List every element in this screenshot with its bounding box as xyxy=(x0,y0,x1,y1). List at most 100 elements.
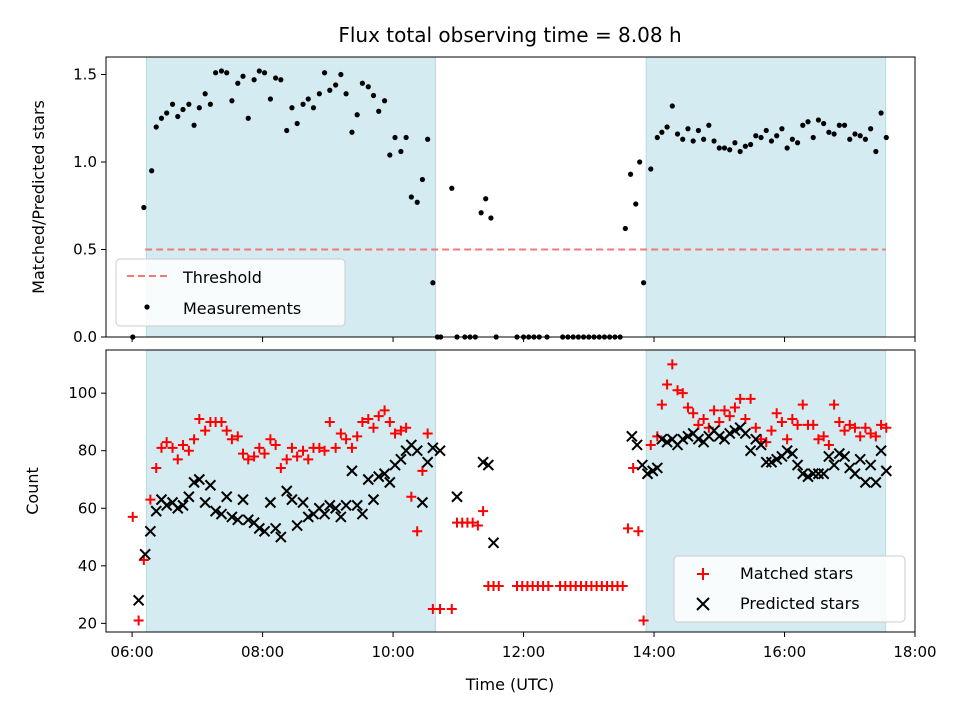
matched-star-marker xyxy=(756,434,767,445)
y-tick-label: 60 xyxy=(78,499,97,517)
predicted-star-marker xyxy=(329,502,342,514)
matched-star-marker xyxy=(645,439,656,450)
measurement-point xyxy=(392,134,398,141)
measurement-point xyxy=(478,210,484,216)
measurement-point xyxy=(640,280,647,286)
matched-star-marker xyxy=(622,523,633,534)
matched-star-marker xyxy=(844,419,855,430)
measurement-point xyxy=(327,87,333,93)
measurement-point xyxy=(164,110,170,116)
matched-star-marker xyxy=(177,439,188,450)
measurement-point xyxy=(768,138,775,144)
chart-title: Flux total observing time = 8.08 h xyxy=(338,23,681,47)
ratio-legend-box xyxy=(115,258,346,327)
measurement-point xyxy=(267,96,274,102)
measurement-point xyxy=(141,204,147,211)
measurement-point xyxy=(873,148,879,155)
measurement-point xyxy=(637,159,643,165)
measurement-point xyxy=(758,134,764,141)
matched-star-marker xyxy=(855,431,866,442)
measurement-point xyxy=(810,134,816,141)
measurement-point xyxy=(659,129,665,135)
measurement-point xyxy=(664,124,670,130)
measurement-point xyxy=(180,106,186,113)
measurement-point xyxy=(229,98,235,104)
predicted-star-marker xyxy=(378,468,391,480)
predicted-star-marker xyxy=(367,493,380,506)
ratio-panel-frame xyxy=(105,56,916,338)
predicted-star-marker xyxy=(875,445,887,457)
matched-star-marker xyxy=(379,405,390,416)
predicted-star-marker xyxy=(188,476,200,489)
measurement-point xyxy=(256,68,262,74)
count-legend: Matched stars Predicted stars xyxy=(673,555,906,623)
x-tick-label: 08:00 xyxy=(241,643,284,661)
measurement-point xyxy=(261,70,268,76)
predicted-star-marker xyxy=(797,468,809,480)
predicted-star-marker xyxy=(302,511,314,523)
matched-star-marker xyxy=(656,399,667,410)
measurement-point xyxy=(218,68,225,74)
matched-star-marker xyxy=(709,405,720,416)
measurement-point xyxy=(633,201,639,207)
matched-star-marker xyxy=(156,442,167,453)
measurement-point xyxy=(213,70,219,76)
measurement-point xyxy=(737,148,743,155)
predicted-star-marker xyxy=(739,427,752,440)
predicted-star-marker xyxy=(744,445,757,457)
matched-star-marker xyxy=(628,462,639,473)
predicted-star-marker xyxy=(199,496,211,509)
matched-star-marker xyxy=(808,419,819,430)
y-tick-label: 100 xyxy=(68,384,97,402)
measurement-point xyxy=(284,127,290,134)
matched-star-marker xyxy=(183,445,194,456)
measurement-point xyxy=(831,131,837,137)
matched-star-marker xyxy=(259,448,270,459)
ratio-legend: Threshold Measurements xyxy=(115,258,346,327)
matched-star-marker xyxy=(226,434,237,445)
predicted-star-marker xyxy=(849,468,861,480)
measurement-point xyxy=(235,80,241,86)
matched-star-marker xyxy=(849,422,860,433)
matched-star-marker xyxy=(818,431,829,442)
predicted-stars-legend-swatch xyxy=(696,597,710,611)
measurement-point xyxy=(370,92,377,99)
matched-star-marker xyxy=(698,414,709,425)
x-tick-label: 10:00 xyxy=(371,643,414,661)
matched-star-marker xyxy=(265,434,276,445)
predicted-star-marker xyxy=(160,499,173,512)
matched-star-marker xyxy=(275,462,286,473)
measurement-point xyxy=(224,70,230,76)
count-series-layer xyxy=(127,359,893,626)
measurement-point xyxy=(354,112,360,118)
measurement-point xyxy=(716,145,722,151)
measurement-point xyxy=(305,96,311,102)
predicted-star-marker xyxy=(232,514,244,526)
matched-star-marker xyxy=(238,448,249,459)
predicted-star-marker xyxy=(291,519,303,532)
measurement-point xyxy=(669,103,675,109)
predicted-star-marker xyxy=(335,511,347,523)
count-legend-box xyxy=(673,555,906,623)
matched-star-marker xyxy=(745,393,756,404)
measurement-point xyxy=(878,110,884,116)
measurement-point xyxy=(333,82,339,88)
predicted-star-marker xyxy=(477,456,489,468)
predicted-stars-legend-label: Predicted stars xyxy=(740,594,860,613)
measurement-point xyxy=(815,117,822,123)
measurement-point xyxy=(883,134,889,141)
measurement-point xyxy=(425,136,431,142)
measurement-point xyxy=(408,194,414,200)
matched-star-marker xyxy=(771,408,782,419)
measurement-point xyxy=(207,101,213,107)
measurement-point xyxy=(800,122,806,128)
measurement-point xyxy=(794,140,801,146)
matched-star-marker xyxy=(314,442,325,453)
y-tick-label: 1.0 xyxy=(73,153,97,171)
matched-stars-series xyxy=(127,359,892,626)
matched-star-marker xyxy=(834,416,845,427)
matched-star-marker xyxy=(417,465,428,476)
matched-star-marker xyxy=(467,517,478,528)
measurement-point xyxy=(763,127,769,134)
predicted-star-marker xyxy=(859,476,872,489)
